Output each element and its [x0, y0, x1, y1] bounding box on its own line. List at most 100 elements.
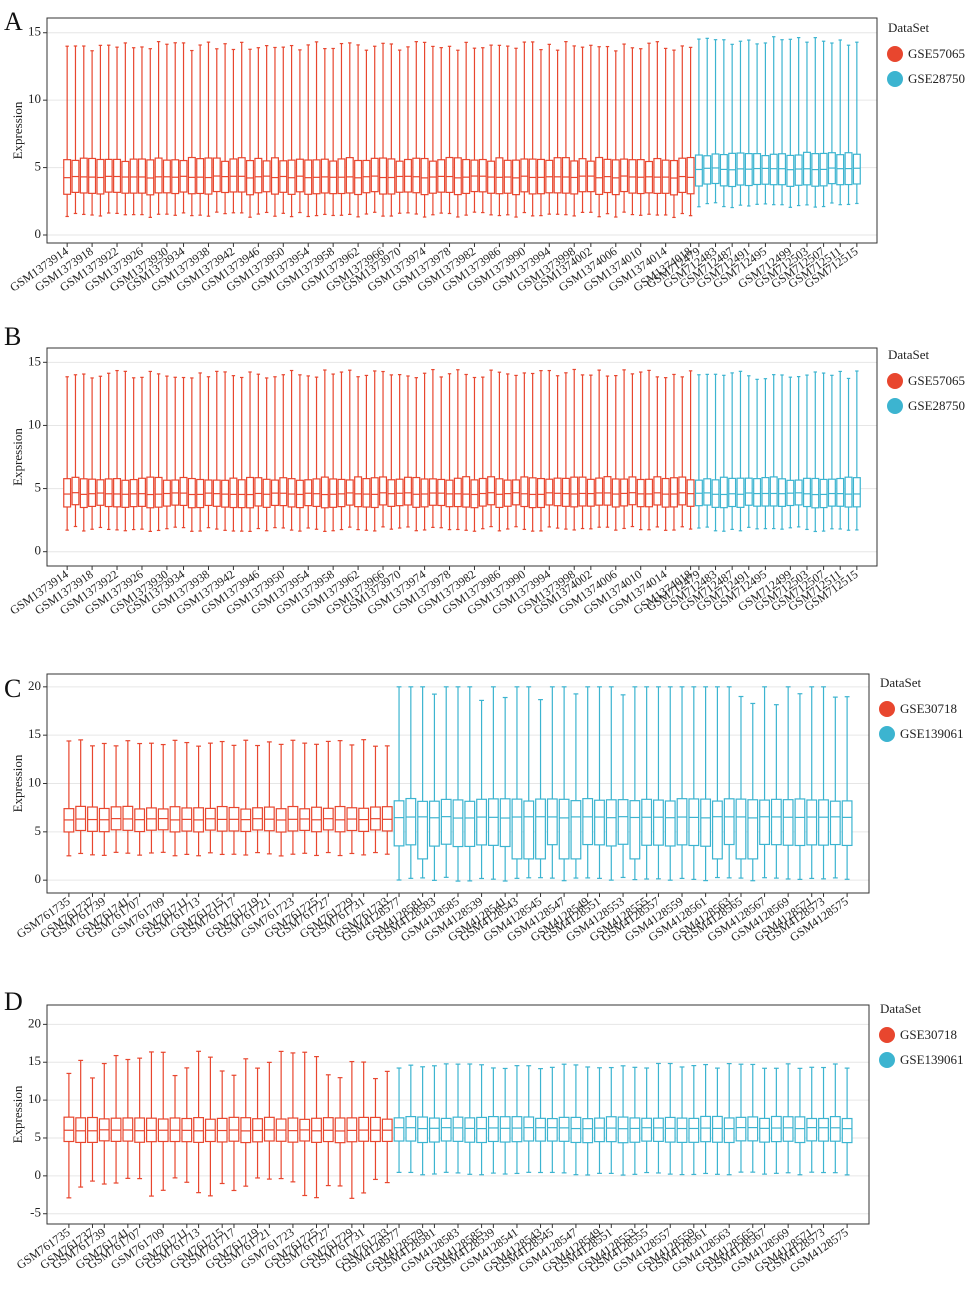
- box: [428, 368, 437, 529]
- box-body: [617, 1116, 629, 1144]
- box: [445, 373, 454, 531]
- box: [287, 369, 296, 531]
- legend-label: GSE139061: [900, 726, 964, 741]
- box: [818, 686, 829, 880]
- box: [287, 44, 296, 218]
- box-body: [603, 476, 612, 506]
- box-body: [104, 478, 113, 508]
- box-body: [645, 478, 654, 508]
- box: [204, 41, 213, 217]
- box: [653, 1062, 664, 1174]
- box-body: [237, 479, 246, 509]
- box: [818, 1066, 829, 1174]
- box-body: [603, 158, 612, 194]
- box-body: [546, 1117, 558, 1142]
- box: [437, 47, 446, 214]
- box-body: [841, 1117, 853, 1144]
- panel-D: D-505101520ExpressionGSM761735GSM761737G…: [4, 987, 964, 1275]
- legend-title: DataSet: [880, 675, 922, 690]
- box: [320, 47, 329, 216]
- box-body: [511, 1116, 523, 1143]
- box-body: [694, 154, 703, 187]
- box: [346, 744, 358, 855]
- box: [403, 46, 412, 214]
- box-body: [420, 157, 429, 196]
- box-body: [322, 1117, 334, 1143]
- box: [844, 44, 853, 206]
- box-body: [711, 1115, 723, 1143]
- box-body: [370, 157, 379, 193]
- box: [470, 47, 479, 213]
- box: [370, 45, 379, 213]
- box: [586, 44, 595, 213]
- y-tick-label: 20: [28, 678, 41, 693]
- box: [312, 376, 321, 530]
- box: [187, 49, 196, 217]
- box: [75, 1059, 87, 1188]
- box-body: [420, 478, 429, 508]
- box: [204, 1056, 216, 1197]
- box-body: [358, 1116, 370, 1142]
- box: [535, 1068, 546, 1174]
- box-body: [412, 157, 421, 194]
- box-body: [735, 1116, 747, 1142]
- box: [462, 41, 471, 216]
- legend-swatch: [879, 701, 895, 717]
- box: [98, 1062, 110, 1185]
- box-body: [379, 476, 388, 506]
- box: [778, 39, 787, 206]
- box: [334, 1077, 346, 1187]
- box-body: [806, 1117, 818, 1142]
- box-body: [464, 800, 476, 848]
- box: [393, 686, 405, 881]
- box-body: [611, 159, 620, 196]
- box-body: [620, 158, 629, 193]
- box: [162, 375, 171, 530]
- box: [171, 42, 180, 216]
- box: [570, 693, 582, 879]
- panel-letter: A: [4, 7, 23, 36]
- box-body: [495, 478, 504, 509]
- box-body: [71, 476, 80, 506]
- box-body: [553, 477, 562, 507]
- box: [270, 46, 279, 217]
- box-body: [453, 157, 462, 196]
- box: [782, 686, 794, 880]
- box-body: [354, 476, 363, 508]
- box: [79, 373, 88, 532]
- box: [829, 696, 841, 879]
- box: [162, 43, 171, 215]
- panel-C: C05101520ExpressionGSM761735GSM761737GSM…: [4, 673, 964, 944]
- box: [96, 44, 105, 217]
- box-body: [561, 477, 570, 507]
- box-body: [96, 158, 105, 195]
- box: [487, 369, 496, 528]
- box-body: [759, 799, 771, 846]
- box: [570, 368, 579, 531]
- box: [263, 1061, 275, 1180]
- box: [464, 686, 476, 882]
- legend-swatch: [879, 1052, 895, 1068]
- box: [605, 686, 617, 881]
- box-body: [711, 479, 720, 508]
- box-body: [79, 478, 88, 509]
- box: [645, 369, 654, 531]
- box-body: [478, 477, 487, 507]
- box: [71, 45, 80, 215]
- box-body: [237, 157, 246, 193]
- box-body: [417, 1116, 429, 1144]
- box-body: [523, 800, 535, 860]
- series-GSE57065: [63, 368, 695, 533]
- box-body: [782, 799, 794, 846]
- box-body: [653, 1117, 664, 1142]
- series-GSE139061: [393, 686, 853, 882]
- box: [476, 1064, 488, 1176]
- box: [523, 1065, 535, 1173]
- box-body: [819, 478, 828, 509]
- box-body: [794, 154, 803, 186]
- box: [254, 373, 263, 530]
- box-body: [759, 1117, 771, 1143]
- box: [688, 1065, 700, 1176]
- box: [311, 743, 322, 857]
- box: [811, 37, 820, 208]
